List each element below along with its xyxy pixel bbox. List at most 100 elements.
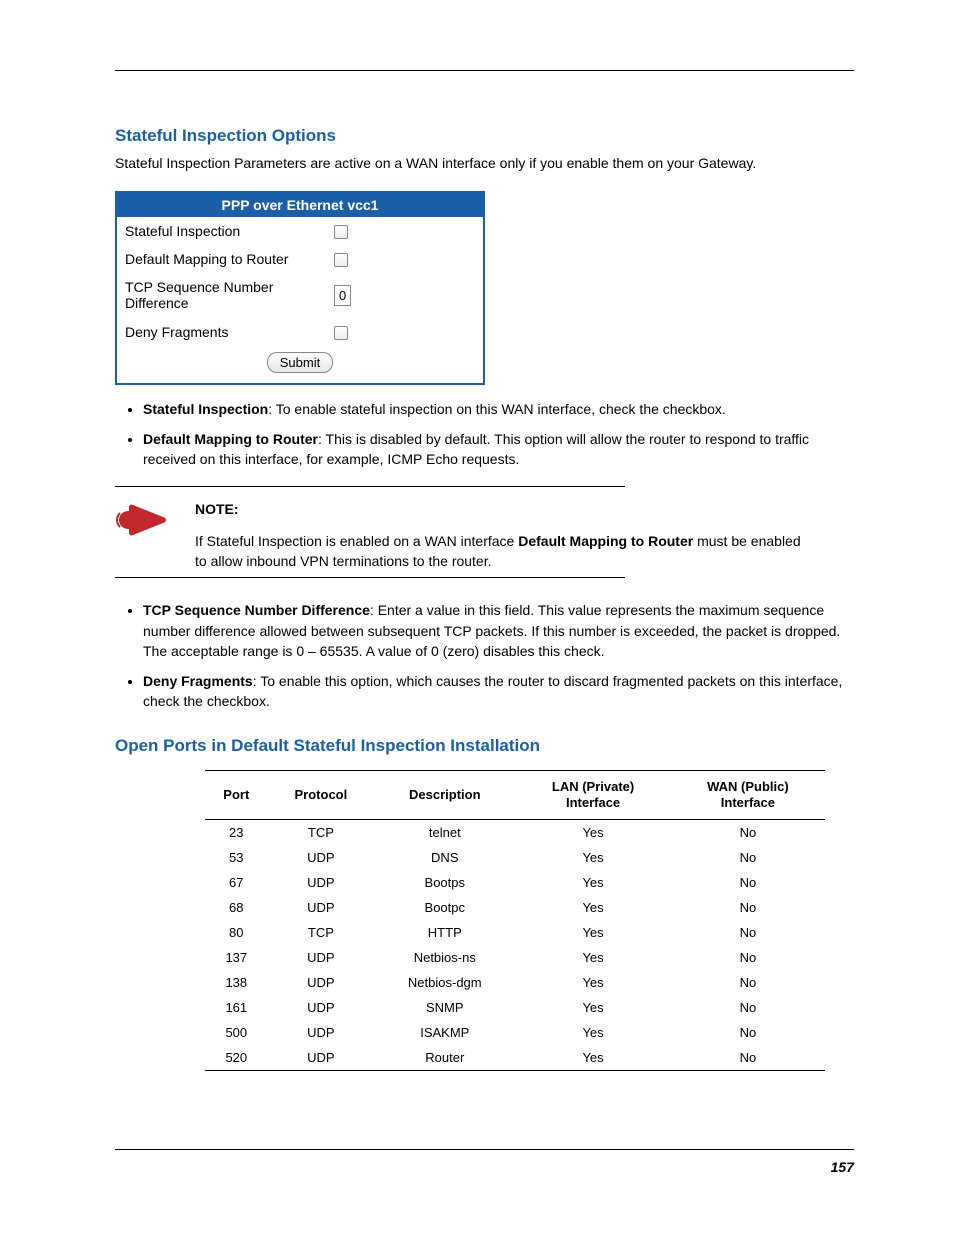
table-cell: Yes	[515, 920, 670, 945]
note-rule-bottom	[115, 577, 625, 578]
table-cell: Yes	[515, 970, 670, 995]
table-cell: 68	[205, 895, 268, 920]
table-row: 53UDPDNSYesNo	[205, 845, 825, 870]
table-cell: 53	[205, 845, 268, 870]
table-cell: Netbios-dgm	[374, 970, 515, 995]
table-cell: No	[671, 870, 825, 895]
table-cell: 161	[205, 995, 268, 1020]
table-row: 500UDPISAKMPYesNo	[205, 1020, 825, 1045]
ports-column-header: Port	[205, 770, 268, 820]
table-cell: No	[671, 895, 825, 920]
table-cell: SNMP	[374, 995, 515, 1020]
note-text-pre: If Stateful Inspection is enabled on a W…	[195, 533, 518, 549]
page-number: 157	[831, 1159, 854, 1175]
table-cell: UDP	[268, 970, 375, 995]
table-cell: UDP	[268, 1045, 375, 1071]
config-row-label: TCP Sequence Number Difference	[116, 273, 326, 317]
table-row: 138UDPNetbios-dgmYesNo	[205, 970, 825, 995]
table-cell: No	[671, 1020, 825, 1045]
checkbox[interactable]	[334, 326, 348, 340]
table-cell: Bootpc	[374, 895, 515, 920]
bottom-rule	[115, 1149, 854, 1150]
table-cell: 138	[205, 970, 268, 995]
table-cell: No	[671, 1045, 825, 1071]
table-row: 67UDPBootpsYesNo	[205, 870, 825, 895]
submit-button[interactable]: Submit	[267, 352, 333, 373]
config-row-control	[326, 317, 484, 345]
table-row: 23TCPtelnetYesNo	[205, 820, 825, 846]
table-cell: 80	[205, 920, 268, 945]
table-cell: 137	[205, 945, 268, 970]
table-cell: No	[671, 970, 825, 995]
table-cell: 67	[205, 870, 268, 895]
table-cell: No	[671, 945, 825, 970]
note-text-bold: Default Mapping to Router	[518, 533, 693, 549]
table-cell: Yes	[515, 995, 670, 1020]
table-row: 161UDPSNMPYesNo	[205, 995, 825, 1020]
table-cell: Yes	[515, 820, 670, 846]
section-heading-ports: Open Ports in Default Stateful Inspectio…	[115, 736, 854, 756]
table-cell: UDP	[268, 995, 375, 1020]
table-cell: UDP	[268, 845, 375, 870]
note-label: NOTE:	[195, 501, 814, 517]
table-cell: Yes	[515, 945, 670, 970]
config-table-title: PPP over Ethernet vcc1	[116, 192, 484, 217]
table-cell: 23	[205, 820, 268, 846]
table-cell: Yes	[515, 870, 670, 895]
note-text: If Stateful Inspection is enabled on a W…	[195, 531, 814, 572]
table-row: 520UDPRouterYesNo	[205, 1045, 825, 1071]
table-cell: UDP	[268, 895, 375, 920]
table-cell: ISAKMP	[374, 1020, 515, 1045]
table-cell: No	[671, 820, 825, 846]
note-block: NOTE: If Stateful Inspection is enabled …	[115, 486, 854, 579]
ports-column-header: Protocol	[268, 770, 375, 820]
text-input[interactable]: 0	[334, 285, 351, 306]
config-row-control: 0	[326, 273, 484, 317]
section-intro: Stateful Inspection Parameters are activ…	[115, 154, 854, 173]
config-row-label: Deny Fragments	[116, 317, 326, 345]
top-rule	[115, 70, 854, 71]
table-cell: HTTP	[374, 920, 515, 945]
table-cell: UDP	[268, 870, 375, 895]
table-cell: Bootps	[374, 870, 515, 895]
table-cell: 500	[205, 1020, 268, 1045]
bullet-item: Stateful Inspection: To enable stateful …	[143, 399, 854, 419]
bullet-list-b: TCP Sequence Number Difference: Enter a …	[115, 600, 854, 711]
ports-column-header: LAN (Private)Interface	[515, 770, 670, 820]
table-cell: No	[671, 845, 825, 870]
bullet-list-a: Stateful Inspection: To enable stateful …	[115, 399, 854, 470]
table-cell: UDP	[268, 1020, 375, 1045]
checkbox[interactable]	[334, 253, 348, 267]
bullet-item: Deny Fragments: To enable this option, w…	[143, 671, 854, 712]
config-row-label: Stateful Inspection	[116, 217, 326, 245]
table-cell: telnet	[374, 820, 515, 846]
bullet-item: TCP Sequence Number Difference: Enter a …	[143, 600, 854, 661]
table-cell: TCP	[268, 920, 375, 945]
checkbox[interactable]	[334, 225, 348, 239]
config-row-control	[326, 217, 484, 245]
table-cell: No	[671, 920, 825, 945]
table-cell: Yes	[515, 845, 670, 870]
ports-column-header: Description	[374, 770, 515, 820]
config-row-control	[326, 245, 484, 273]
table-cell: UDP	[268, 945, 375, 970]
bullet-item: Default Mapping to Router: This is disab…	[143, 429, 854, 470]
table-cell: Netbios-ns	[374, 945, 515, 970]
table-cell: Router	[374, 1045, 515, 1071]
table-row: 137UDPNetbios-nsYesNo	[205, 945, 825, 970]
table-cell: No	[671, 995, 825, 1020]
table-row: 68UDPBootpcYesNo	[205, 895, 825, 920]
ports-column-header: WAN (Public)Interface	[671, 770, 825, 820]
ports-table: PortProtocolDescriptionLAN (Private)Inte…	[205, 770, 825, 1072]
config-row-label: Default Mapping to Router	[116, 245, 326, 273]
table-cell: 520	[205, 1045, 268, 1071]
document-page: Stateful Inspection Options Stateful Ins…	[0, 0, 954, 1235]
config-table: PPP over Ethernet vcc1 Stateful Inspecti…	[115, 191, 485, 385]
table-cell: TCP	[268, 820, 375, 846]
table-cell: Yes	[515, 1045, 670, 1071]
table-cell: DNS	[374, 845, 515, 870]
table-cell: Yes	[515, 1020, 670, 1045]
table-cell: Yes	[515, 895, 670, 920]
table-row: 80TCPHTTPYesNo	[205, 920, 825, 945]
pointer-hand-icon	[115, 501, 195, 540]
